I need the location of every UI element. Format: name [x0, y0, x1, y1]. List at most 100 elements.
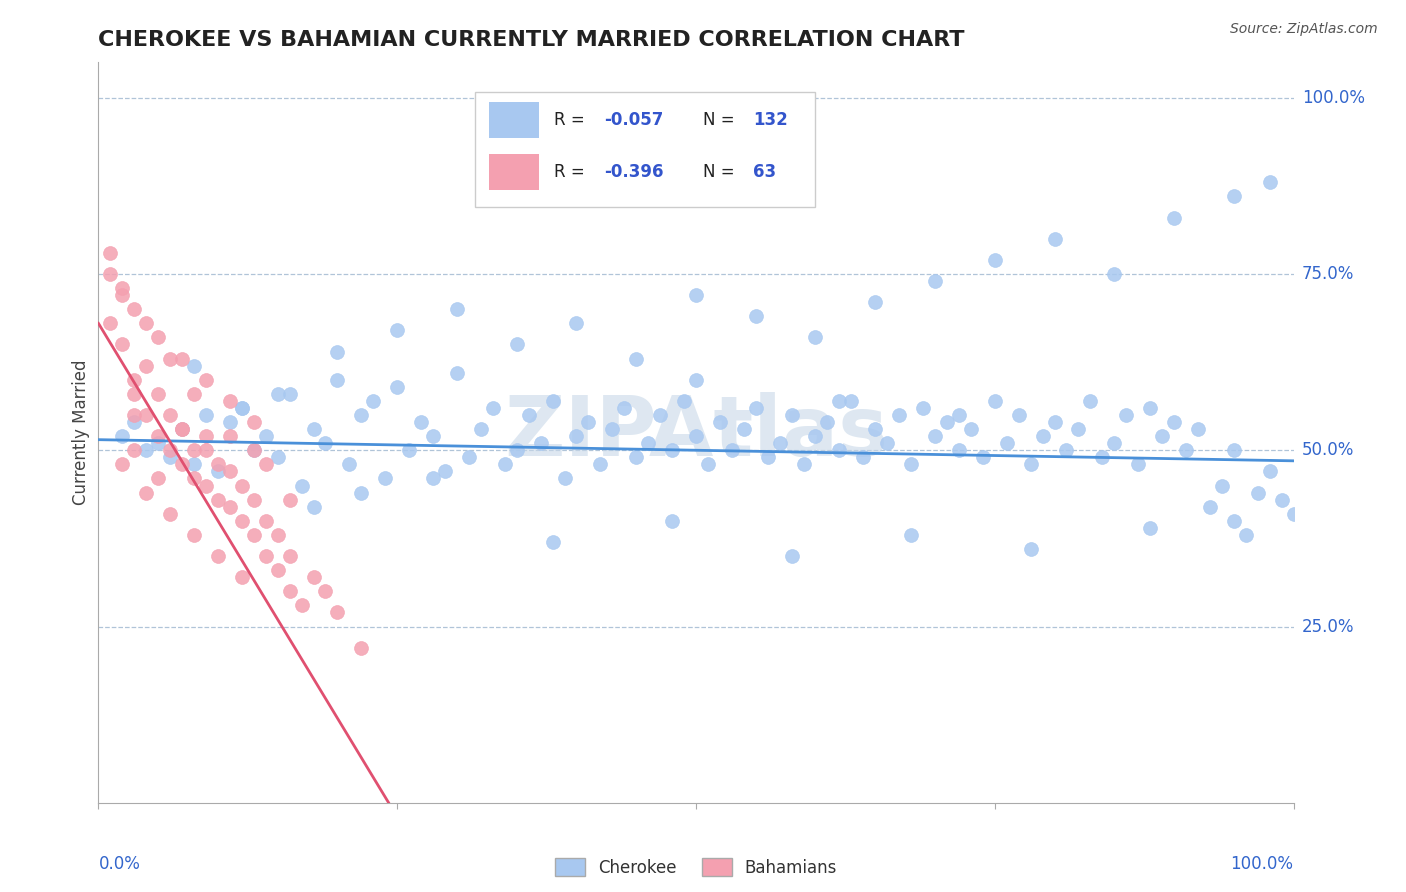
Point	[219, 464, 242, 478]
Text: CHEROKEE VS BAHAMIAN CURRENTLY MARRIED CORRELATION CHART: CHEROKEE VS BAHAMIAN CURRENTLY MARRIED C…	[98, 29, 965, 50]
Point	[661, 443, 683, 458]
Point	[183, 387, 205, 401]
Point	[159, 450, 181, 465]
Point	[124, 387, 146, 401]
Point	[446, 366, 468, 380]
Point	[219, 500, 242, 514]
Point	[995, 436, 1018, 450]
Point	[172, 422, 194, 436]
Point	[626, 450, 648, 465]
Point	[315, 584, 337, 599]
FancyBboxPatch shape	[475, 92, 815, 207]
Point	[1175, 443, 1198, 458]
Point	[374, 471, 396, 485]
Point	[111, 337, 134, 351]
Point	[1223, 189, 1246, 203]
Point	[278, 584, 301, 599]
Point	[254, 429, 277, 443]
Point	[148, 330, 170, 344]
Point	[135, 485, 157, 500]
Point	[159, 443, 181, 458]
Point	[124, 408, 146, 422]
Point	[876, 436, 898, 450]
Point	[841, 393, 863, 408]
Point	[685, 288, 707, 302]
Point	[530, 436, 553, 450]
Point	[183, 471, 205, 485]
Point	[865, 295, 887, 310]
Point	[135, 443, 157, 458]
Point	[195, 429, 218, 443]
Point	[111, 458, 134, 472]
Point	[804, 330, 827, 344]
Point	[541, 535, 564, 549]
Point	[960, 422, 983, 436]
Point	[1104, 436, 1126, 450]
Text: 132: 132	[754, 112, 789, 129]
Point	[422, 471, 444, 485]
Point	[124, 373, 146, 387]
Point	[733, 422, 755, 436]
Point	[278, 387, 301, 401]
Point	[148, 471, 170, 485]
Point	[219, 393, 242, 408]
Point	[697, 458, 720, 472]
Point	[267, 387, 290, 401]
Point	[828, 443, 851, 458]
Point	[124, 443, 146, 458]
Point	[291, 599, 314, 613]
Point	[1282, 507, 1305, 521]
Point	[326, 373, 349, 387]
Point	[195, 478, 218, 492]
Point	[302, 422, 325, 436]
Point	[1080, 393, 1102, 408]
Point	[183, 458, 205, 472]
Point	[1271, 492, 1294, 507]
FancyBboxPatch shape	[489, 103, 540, 138]
Point	[1104, 267, 1126, 281]
Point	[135, 316, 157, 330]
Point	[267, 450, 290, 465]
Text: 75.0%: 75.0%	[1302, 265, 1354, 283]
Point	[1258, 175, 1281, 189]
Text: 50.0%: 50.0%	[1302, 442, 1354, 459]
Point	[195, 443, 218, 458]
Point	[589, 458, 612, 472]
Point	[793, 458, 815, 472]
Point	[1223, 514, 1246, 528]
Text: -0.057: -0.057	[605, 112, 664, 129]
Point	[1056, 443, 1078, 458]
Point	[911, 401, 934, 415]
Point	[648, 408, 672, 422]
Point	[195, 408, 218, 422]
Point	[1163, 211, 1185, 225]
Point	[231, 401, 253, 415]
Point	[458, 450, 481, 465]
Point	[124, 302, 146, 317]
Point	[267, 563, 290, 577]
Point	[243, 443, 266, 458]
Text: -0.396: -0.396	[605, 163, 664, 181]
Point	[350, 408, 373, 422]
Point	[602, 422, 624, 436]
Point	[219, 415, 242, 429]
Point	[745, 401, 768, 415]
Point	[422, 429, 444, 443]
Point	[254, 458, 277, 472]
Point	[815, 415, 838, 429]
Point	[804, 429, 827, 443]
Text: Source: ZipAtlas.com: Source: ZipAtlas.com	[1230, 22, 1378, 37]
Text: 63: 63	[754, 163, 776, 181]
Point	[506, 337, 529, 351]
Point	[398, 443, 420, 458]
Point	[302, 570, 325, 584]
Point	[98, 267, 122, 281]
Point	[1043, 415, 1066, 429]
Point	[1019, 541, 1042, 556]
Point	[207, 492, 229, 507]
Point	[183, 359, 205, 373]
Point	[254, 549, 277, 563]
Point	[1234, 528, 1257, 542]
Point	[183, 443, 205, 458]
Point	[159, 507, 181, 521]
